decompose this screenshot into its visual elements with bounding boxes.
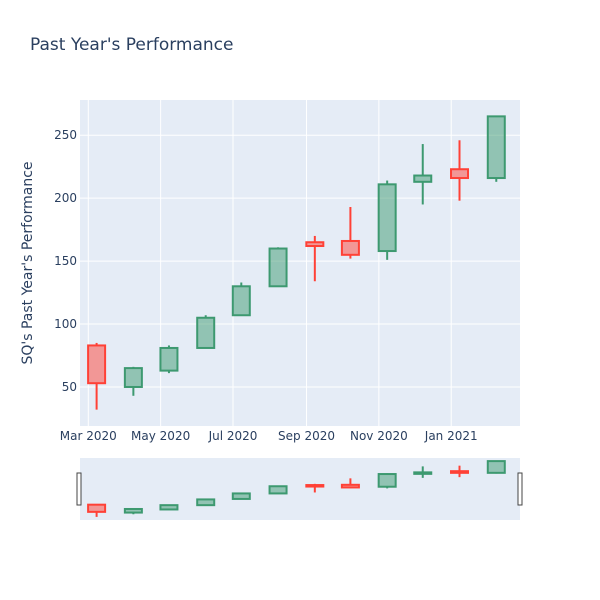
y-axis-ticks: 50 100 150 200 250: [54, 128, 77, 394]
range-slider-handle-left[interactable]: [76, 472, 82, 506]
x-tick-label: May 2020: [131, 429, 190, 443]
candle-decreasing: [450, 168, 470, 180]
candle-increasing: [377, 183, 397, 253]
candle-decreasing: [305, 241, 325, 248]
mini-candle-increasing: [159, 504, 179, 511]
candle-increasing: [159, 346, 179, 372]
range-slider-candles: [87, 460, 506, 517]
candle-increasing: [123, 367, 143, 388]
mini-candle-increasing: [486, 460, 506, 474]
y-tick-label: 150: [54, 254, 77, 268]
mini-candle-increasing: [123, 507, 143, 514]
x-tick-label: Mar 2020: [60, 429, 117, 443]
x-axis-ticks: Mar 2020 May 2020 Jul 2020 Sep 2020 Nov 2020…: [60, 429, 478, 443]
x-tick-label: Jan 2021: [424, 429, 478, 443]
candle-decreasing: [340, 239, 360, 256]
x-tick-label: Nov 2020: [350, 429, 408, 443]
candle-increasing: [268, 247, 288, 288]
mini-candle-increasing: [377, 473, 397, 488]
range-slider-background[interactable]: [80, 458, 520, 520]
mini-candle-decreasing: [450, 470, 470, 474]
mini-candle-increasing: [268, 485, 288, 495]
plot-area: [80, 100, 520, 426]
y-tick-label: 50: [62, 380, 77, 394]
candle-increasing: [413, 174, 433, 183]
range-slider-handle-right[interactable]: [517, 472, 523, 506]
candle-increasing: [231, 285, 251, 317]
mini-candle-decreasing: [87, 503, 107, 513]
mini-candle-increasing: [196, 498, 216, 507]
y-axis-label: SQ's Past Year's Performance: [20, 161, 36, 364]
y-tick-label: 100: [54, 317, 77, 331]
candle-increasing: [196, 316, 216, 349]
y-tick-label: 250: [54, 128, 77, 142]
chart-title: Past Year's Performance: [30, 35, 234, 55]
candle-decreasing: [87, 344, 107, 385]
mini-candle-increasing: [231, 492, 251, 500]
y-tick-label: 200: [54, 191, 77, 205]
mini-candle-decreasing: [340, 483, 360, 489]
gridlines: [80, 100, 520, 426]
candle-increasing: [486, 115, 506, 180]
mini-candle-decreasing: [305, 484, 325, 488]
mini-candle-increasing: [413, 471, 433, 475]
x-tick-label: Sep 2020: [278, 429, 335, 443]
x-tick-label: Jul 2020: [208, 429, 258, 443]
candle-series: [87, 115, 506, 410]
